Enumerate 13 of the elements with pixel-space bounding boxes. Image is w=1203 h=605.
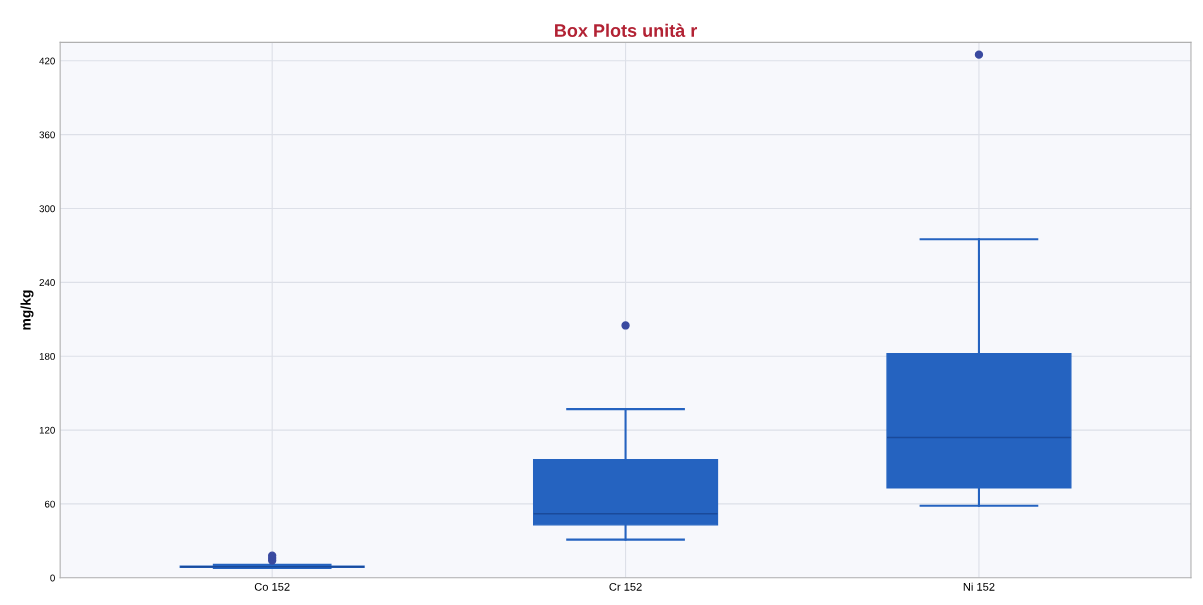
y-tick-label: 360: [39, 131, 55, 139]
y-tick-label: 300: [39, 205, 55, 213]
y-tick-label: 120: [39, 426, 55, 434]
y-tick-label: 0: [50, 574, 55, 582]
y-tick-label: 180: [39, 352, 55, 360]
y-axis-title: mg/kg: [20, 290, 34, 330]
y-tick-label: 60: [44, 500, 55, 508]
y-tick-label: 240: [39, 279, 55, 286]
y-tick-label: 420: [39, 57, 55, 65]
x-tick-label: Co 152: [254, 582, 290, 591]
x-tick-label: Cr 152: [609, 582, 642, 591]
x-tick-label: Ni 152: [963, 582, 995, 591]
chart-title: Box Plots unità r: [555, 23, 698, 37]
